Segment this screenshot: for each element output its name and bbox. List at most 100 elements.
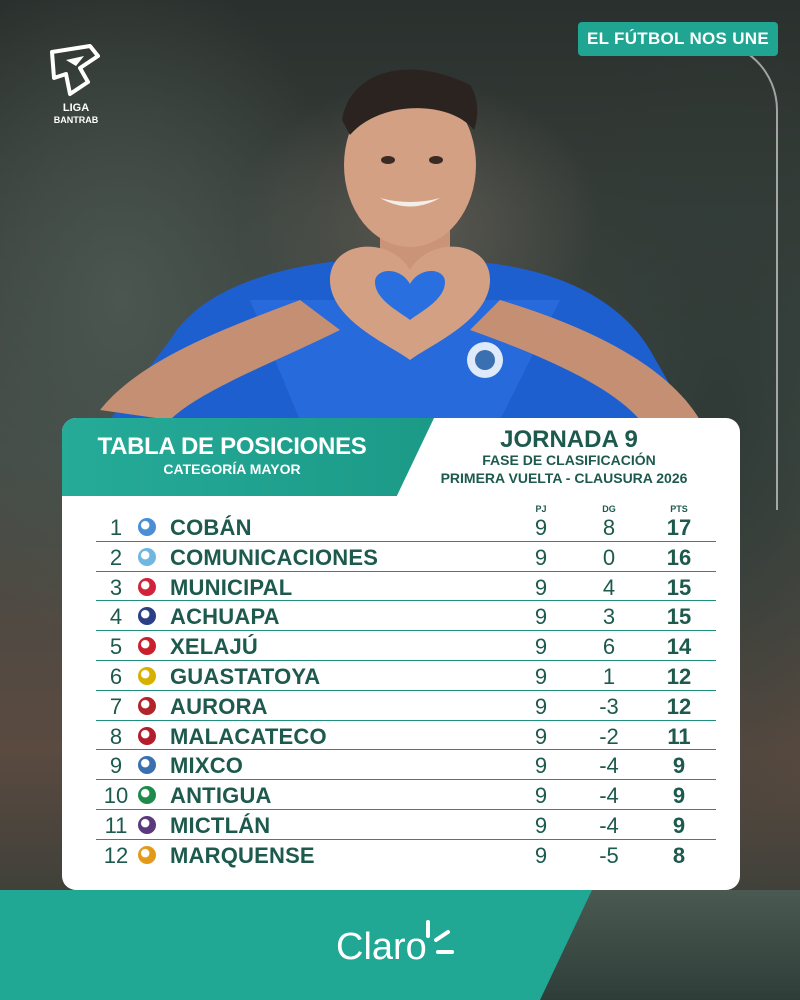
team-name: MICTLÁN (170, 812, 271, 838)
team-crest-icon (138, 786, 156, 805)
goal-diff-cell: 8 (602, 515, 616, 540)
league-logo: LIGA BANTRAB (40, 42, 112, 132)
goal-diff-cell: 0 (602, 544, 616, 570)
tournament-label: PRIMERA VUELTA - CLAUSURA 2026 (440, 470, 688, 486)
sponsor-name: Claro (336, 926, 427, 968)
points-cell: 15 (666, 604, 692, 630)
team-crest-icon (138, 666, 156, 685)
slogan-badge: EL FÚTBOL NOS UNE (578, 22, 778, 56)
team-crest-icon (138, 726, 156, 745)
table-row: 6 GUASTATOYA 9 1 12 (96, 661, 716, 691)
standings-card (62, 418, 740, 890)
team-crest-icon (138, 607, 156, 626)
table-row: 2 COMUNICACIONES 9 0 16 (96, 542, 716, 572)
team-crest-icon (138, 547, 156, 566)
team-crest-icon (138, 815, 156, 834)
played-cell: 9 (534, 783, 548, 809)
goal-diff-cell: 6 (602, 634, 616, 660)
team-name: MUNICIPAL (170, 574, 293, 600)
team-crest-icon (138, 696, 156, 715)
played-cell: 9 (534, 634, 548, 660)
position-cell: 9 (109, 753, 123, 779)
team-crest-icon (138, 577, 156, 596)
played-cell: 9 (534, 515, 548, 540)
goal-diff-cell: -4 (599, 753, 619, 779)
played-cell: 9 (534, 812, 548, 838)
table-row: 12 MARQUENSE 9 -5 8 (96, 840, 716, 870)
position-cell: 5 (109, 634, 123, 660)
footer-band (0, 890, 656, 1000)
played-cell: 9 (534, 693, 548, 719)
position-cell: 12 (103, 842, 129, 868)
column-header-pts: PTS (670, 504, 688, 514)
position-cell: 6 (109, 663, 123, 689)
played-cell: 9 (534, 544, 548, 570)
team-name: GUASTATOYA (170, 663, 321, 689)
goal-diff-cell: -2 (599, 723, 619, 749)
team-name: MARQUENSE (170, 842, 315, 868)
goal-diff-cell: -3 (599, 693, 619, 719)
points-cell: 12 (666, 693, 692, 719)
position-cell: 2 (109, 544, 123, 570)
team-crest-icon (138, 637, 156, 656)
points-cell: 9 (672, 753, 686, 779)
title-banner (62, 418, 434, 496)
position-cell: 3 (109, 574, 123, 600)
goal-diff-cell: -5 (599, 842, 619, 868)
team-name: ANTIGUA (170, 783, 272, 809)
played-cell: 9 (534, 574, 548, 600)
team-name: ACHUAPA (170, 604, 280, 630)
table-row: 11 MICTLÁN 9 -4 9 (96, 810, 716, 840)
player-photo (100, 69, 700, 420)
team-name: COBÁN (170, 515, 252, 540)
points-cell: 17 (666, 515, 692, 540)
points-cell: 8 (672, 842, 686, 868)
goal-diff-cell: 1 (602, 663, 616, 689)
points-cell: 14 (666, 634, 692, 660)
position-cell: 1 (109, 515, 123, 540)
league-logo-text: LIGA (62, 102, 90, 114)
table-subtitle: CATEGORÍA MAYOR (163, 461, 301, 477)
team-crest-icon (138, 518, 156, 536)
table-title: TABLA DE POSICIONES (97, 433, 367, 460)
points-cell: 11 (667, 723, 691, 749)
goal-diff-cell: 3 (602, 604, 616, 630)
table-row: 3 MUNICIPAL 9 4 15 (96, 572, 716, 602)
table-row: 9 MIXCO 9 -4 9 (96, 750, 716, 781)
points-cell: 15 (666, 574, 692, 600)
position-cell: 4 (109, 604, 123, 630)
team-crest-icon (138, 756, 156, 775)
played-cell: 9 (534, 604, 548, 630)
played-cell: 9 (534, 842, 548, 868)
points-cell: 9 (672, 783, 686, 809)
column-header-pj: PJ (535, 504, 547, 514)
position-cell: 10 (103, 783, 129, 809)
team-name: AURORA (170, 693, 268, 719)
phase-label: FASE DE CLASIFICACIÓN (482, 452, 656, 468)
column-header-dg: DG (602, 504, 616, 514)
table-row: 7 AURORA 9 -3 12 (96, 691, 716, 721)
team-name: MALACATECO (170, 723, 327, 749)
league-sponsor-text: BANTRAB (53, 115, 99, 125)
goal-diff-cell: -4 (599, 812, 619, 838)
played-cell: 9 (534, 723, 548, 749)
team-crest-icon (138, 845, 156, 864)
table-row: 8 MALACATECO 9 -2 11 (96, 721, 716, 751)
sponsor-logo: Claro (336, 918, 456, 978)
table-row: 10 ANTIGUA 9 -4 9 (96, 780, 716, 810)
table-row: 5 XELAJÚ 9 6 14 (96, 631, 716, 661)
points-cell: 9 (672, 812, 686, 838)
goal-diff-cell: 4 (602, 574, 616, 600)
sponsor-rays-icon (426, 920, 454, 954)
standings-table: 1 COBÁN 9 8 17 2 COMUNICACIONES 9 0 16 3 MUNICIPAL 9… (96, 512, 716, 870)
played-cell: 9 (534, 753, 548, 779)
team-name: COMUNICACIONES (170, 544, 379, 570)
table-row: 1 COBÁN 9 8 17 (96, 512, 716, 542)
points-cell: 12 (666, 663, 692, 689)
position-cell: 7 (109, 693, 123, 719)
points-cell: 16 (666, 544, 692, 570)
league-logo-icon (50, 44, 100, 96)
table-row: 4 ACHUAPA 9 3 15 (96, 601, 716, 632)
position-cell: 8 (109, 723, 123, 749)
team-name: XELAJÚ (170, 634, 258, 660)
